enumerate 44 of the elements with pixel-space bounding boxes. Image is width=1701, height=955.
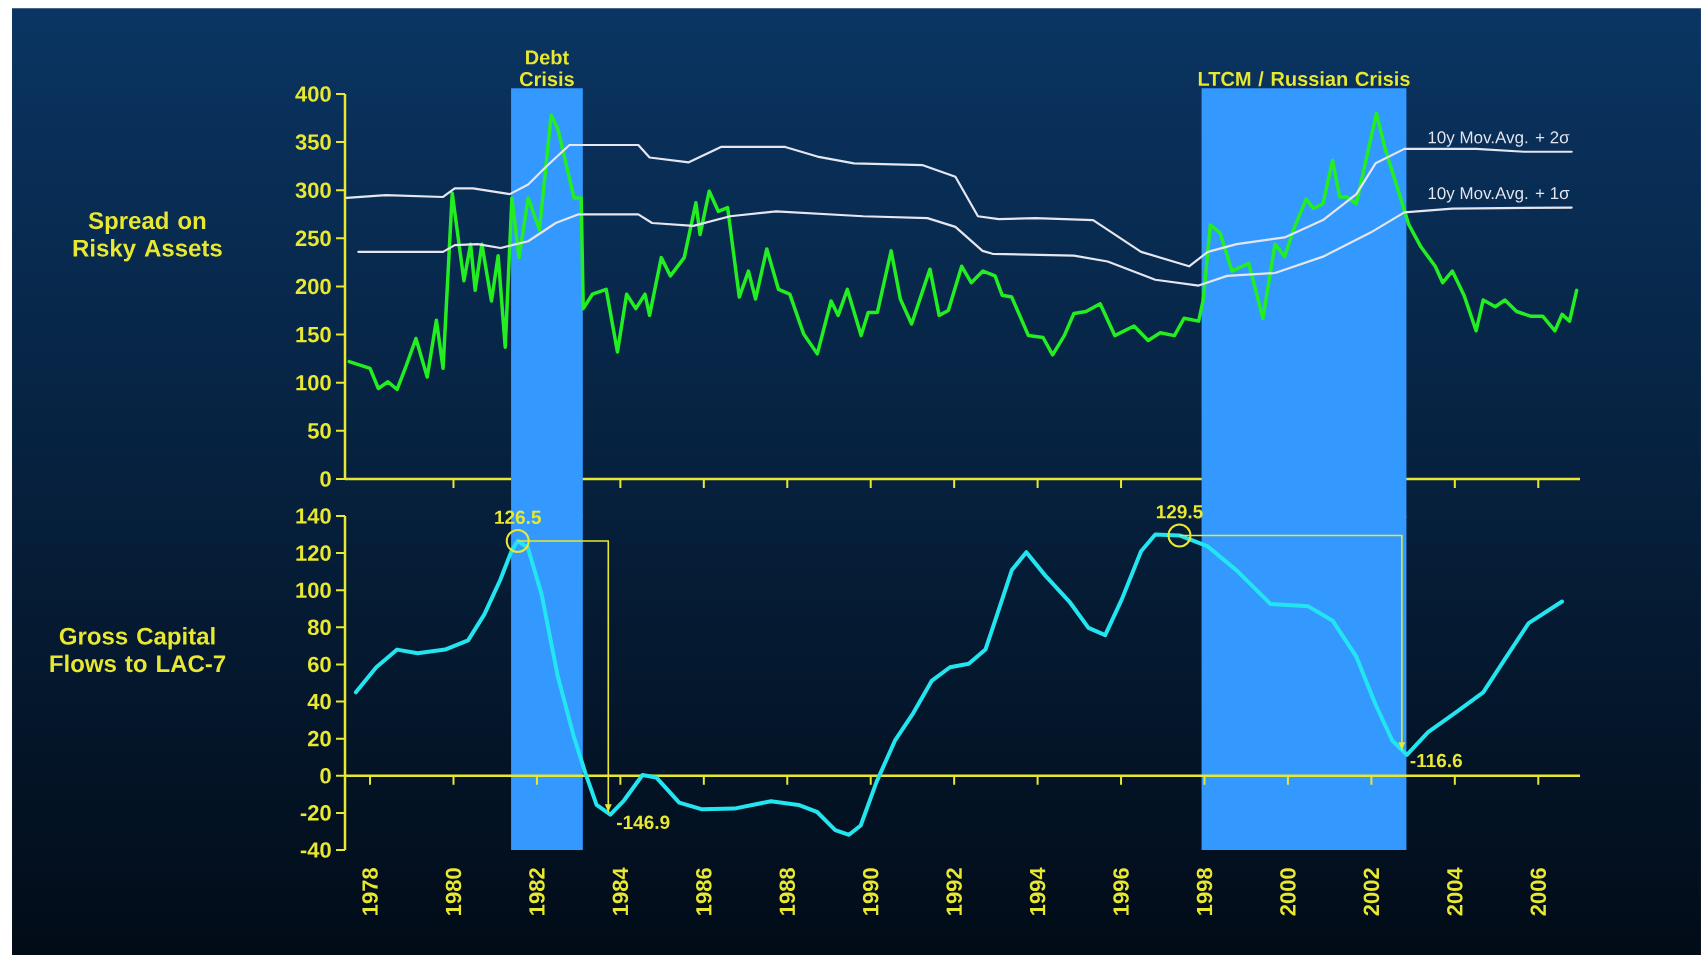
x-tick-label: 2000: [1280, 868, 1296, 916]
y-tick-label: 50: [307, 423, 331, 439]
y-axis-title: Spread on Risky Assets: [73, 211, 222, 262]
x-tick-label: 2006: [1530, 868, 1547, 916]
line-series: [357, 206, 1573, 287]
x-tick-label: 1996: [1113, 868, 1129, 915]
y-axis-title: Gross Capital Flows to LAC-7: [50, 627, 226, 673]
line-series: [347, 111, 1579, 392]
x-tick-label: 1984: [612, 867, 629, 915]
x-tick-label: 1990: [862, 868, 879, 915]
y-tick-label: 80: [307, 619, 331, 636]
y-tick-label: 40: [307, 693, 331, 710]
x-tick-label: 1998: [1196, 868, 1213, 915]
x-tick-label: 2002: [1363, 868, 1380, 916]
y-tick-label: 100: [296, 374, 331, 391]
band-label: LTCM / Russian Crisis: [1198, 71, 1410, 87]
y-tick-label: 0: [320, 471, 331, 487]
y-tick-label: 300: [295, 182, 331, 199]
y-tick-label: -40: [300, 842, 331, 858]
series-label: 10y Mov.Avg. + 2σ: [1428, 131, 1570, 147]
series-label: 10y Mov.Avg. + 1σ: [1428, 187, 1570, 203]
x-tick-label: 1978: [362, 868, 378, 915]
y-tick-label: 120: [296, 545, 331, 561]
x-tick-label: 1994: [1029, 867, 1046, 915]
y-tick-label: 250: [295, 230, 331, 247]
x-tick-label: 2004: [1447, 867, 1463, 916]
x-tick-label: 1988: [779, 868, 796, 915]
band-label: Debt Crisis: [519, 49, 574, 87]
y-tick-label: -20: [300, 805, 331, 821]
y-tick-label: 350: [295, 134, 331, 150]
y-tick-label: 20: [307, 730, 331, 747]
y-tick-label: 140: [296, 508, 331, 524]
y-tick-label: 200: [295, 278, 331, 295]
x-tick-label: 1986: [696, 868, 712, 915]
y-tick-label: 100: [296, 582, 331, 599]
y-tick-label: 0: [320, 767, 331, 784]
y-tick-label: 60: [308, 656, 331, 673]
x-tick-label: 1982: [529, 868, 545, 915]
y-tick-label: 150: [296, 326, 331, 343]
annotation: -116.6: [1410, 753, 1462, 768]
x-tick-label: 1980: [445, 868, 462, 915]
annotation: -146.9: [617, 815, 670, 830]
y-tick-label: 400: [295, 86, 331, 102]
x-tick-label: 1992: [946, 868, 962, 915]
